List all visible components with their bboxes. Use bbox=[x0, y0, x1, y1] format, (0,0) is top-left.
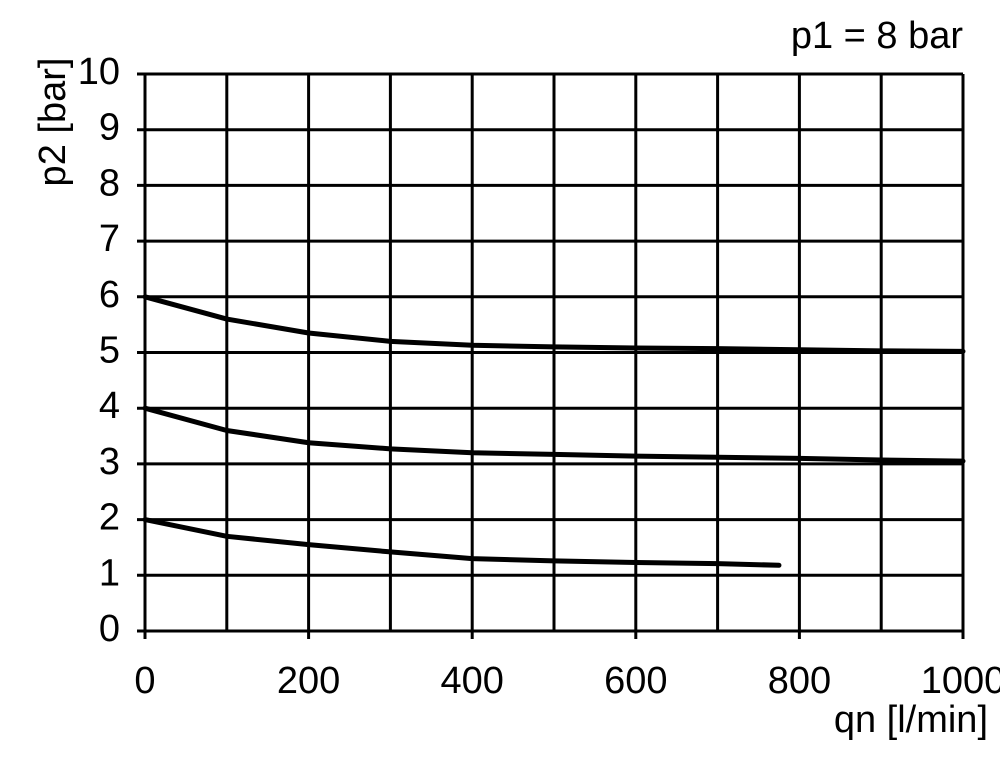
x-tick-label: 600 bbox=[604, 660, 667, 702]
annotation: p1 = 8 bar bbox=[791, 15, 964, 57]
curve bbox=[142, 294, 966, 354]
y-tick-label: 6 bbox=[99, 274, 120, 316]
x-axis-label: qn [l/min] bbox=[834, 699, 988, 741]
y-tick-label: 1 bbox=[99, 552, 120, 594]
y-tick-label: 7 bbox=[99, 218, 120, 260]
curve bbox=[142, 405, 966, 464]
y-tick-label: 9 bbox=[99, 107, 120, 149]
y-tick-label: 2 bbox=[99, 497, 120, 539]
y-tick-label: 0 bbox=[99, 608, 120, 650]
x-tick-label: 800 bbox=[768, 660, 831, 702]
x-tick-label: 200 bbox=[277, 660, 340, 702]
x-tick-label: 400 bbox=[440, 660, 503, 702]
y-tick-label: 5 bbox=[99, 330, 120, 372]
x-tick-label: 1000 bbox=[921, 660, 1000, 702]
y-tick-label: 8 bbox=[99, 162, 120, 204]
x-tick-label: 0 bbox=[134, 660, 155, 702]
y-tick-label: 3 bbox=[99, 441, 120, 483]
y-axis-label: p2 [bar] bbox=[32, 58, 74, 187]
curve bbox=[142, 517, 782, 568]
y-tick-label: 4 bbox=[99, 385, 120, 427]
y-tick-label: 10 bbox=[78, 51, 120, 93]
